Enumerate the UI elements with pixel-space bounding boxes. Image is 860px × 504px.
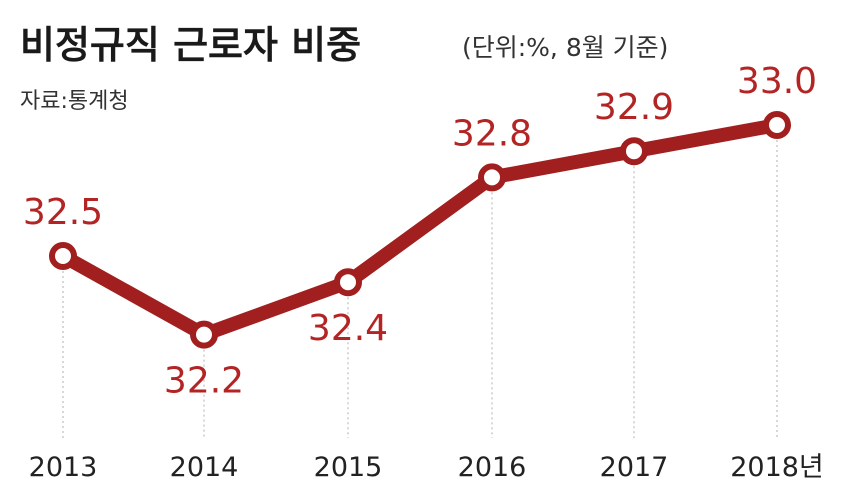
data-label: 32.8 (452, 113, 532, 154)
data-point (190, 320, 218, 349)
x-tick-label: 2018년 (730, 452, 824, 483)
x-tick-label: 2016 (458, 452, 527, 483)
data-label: 32.2 (164, 361, 244, 402)
x-tick-label: 2015 (314, 452, 383, 483)
data-point (49, 242, 77, 270)
x-tick-label: 2017 (600, 452, 669, 483)
data-label: 32.5 (23, 192, 103, 233)
data-label: 33.0 (737, 61, 817, 102)
guide-lines (62, 125, 778, 438)
x-axis: 2013 2014 2015 2016 2017 2018년 (29, 452, 824, 483)
x-tick-label: 2013 (29, 452, 98, 483)
data-point (763, 111, 791, 139)
x-tick-label: 2014 (170, 452, 239, 483)
source-note: 자료:통계청 (20, 89, 129, 114)
series-line (56, 118, 784, 342)
plot-area: 32.5 32.2 32.4 32.8 32.9 33.0 (23, 61, 817, 402)
chart-title: 비정규직 근로자 비중 (20, 23, 361, 67)
unit-note: (단위:%, 8월 기준) (462, 33, 668, 62)
data-label: 32.9 (594, 87, 674, 128)
data-point (478, 163, 506, 192)
data-point (334, 268, 362, 297)
data-point (620, 137, 648, 166)
data-label: 32.4 (308, 308, 388, 349)
